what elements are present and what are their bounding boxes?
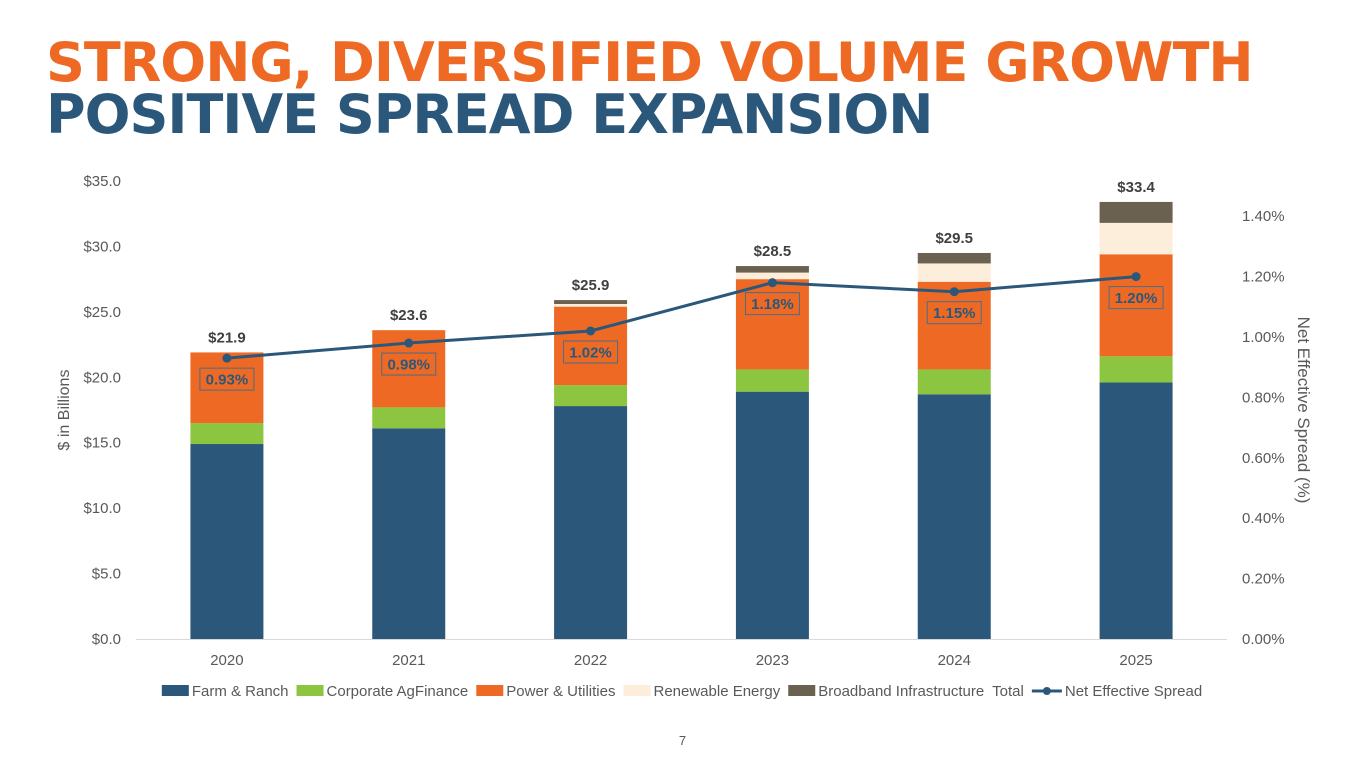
spread-label: 1.20% bbox=[1115, 290, 1158, 307]
x-tick-label: 2023 bbox=[756, 652, 789, 669]
x-tick-label: 2022 bbox=[574, 652, 607, 669]
y2-tick-label: 0.00% bbox=[1242, 631, 1285, 648]
x-tick-label: 2020 bbox=[210, 652, 243, 669]
bar-segment bbox=[917, 263, 991, 282]
y2-tick-label: 1.00% bbox=[1242, 329, 1285, 346]
bar-segment bbox=[554, 306, 628, 386]
y-tick-label: $5.0 bbox=[92, 566, 121, 583]
x-tick-label: 2025 bbox=[1119, 652, 1152, 669]
x-tick-label: 2021 bbox=[392, 652, 425, 669]
y2-tick-label: 1.20% bbox=[1242, 269, 1285, 286]
y-tick-label: $35.0 bbox=[83, 173, 121, 190]
y-tick-label: $0.0 bbox=[92, 631, 121, 648]
bar-segment bbox=[554, 304, 628, 307]
legend-label: Net Effective Spread bbox=[1065, 683, 1202, 700]
x-tick-label: 2024 bbox=[938, 652, 971, 669]
spread-label-box bbox=[744, 292, 800, 316]
bar-segment bbox=[917, 369, 991, 395]
spread-point bbox=[404, 338, 414, 348]
spread-label: 0.93% bbox=[206, 372, 249, 389]
y2-tick-label: 1.40% bbox=[1242, 208, 1285, 225]
spread-label-box bbox=[199, 367, 255, 391]
spread-label-box bbox=[381, 352, 437, 376]
bar-segment bbox=[735, 369, 809, 392]
slide-title-line-1: STRONG, DIVERSIFIED VOLUME GROWTH bbox=[46, 31, 1254, 94]
y-tick-label: $10.0 bbox=[83, 500, 121, 517]
spread-point bbox=[222, 353, 232, 363]
spread-point bbox=[767, 278, 777, 288]
bar-segment bbox=[735, 266, 809, 273]
legend-swatch bbox=[623, 685, 651, 696]
legend-label: Corporate AgFinance bbox=[327, 683, 469, 700]
y2-tick-label: 0.60% bbox=[1242, 450, 1285, 467]
legend-swatch bbox=[788, 685, 816, 696]
y-tick-label: $25.0 bbox=[83, 304, 121, 321]
bar-segment bbox=[372, 428, 446, 639]
y2-tick-label: 0.40% bbox=[1242, 510, 1285, 527]
spread-label: 1.15% bbox=[933, 305, 976, 322]
legend-label: Renewable Energy bbox=[653, 683, 780, 700]
total-label: $28.5 bbox=[754, 243, 792, 260]
y2-tick-label: 0.80% bbox=[1242, 389, 1285, 406]
bar-segment bbox=[917, 252, 991, 264]
legend-label: Farm & Ranch bbox=[192, 683, 289, 700]
total-label: $25.9 bbox=[572, 277, 610, 294]
spread-label-box bbox=[926, 301, 982, 325]
total-label: $21.9 bbox=[208, 329, 246, 346]
total-label: $29.5 bbox=[935, 230, 973, 247]
bar-segment bbox=[554, 385, 628, 407]
y-axis-title: $ in Billions bbox=[56, 370, 73, 451]
legend-label: Broadband Infrastructure bbox=[818, 683, 984, 700]
bar-segment bbox=[554, 300, 628, 305]
bar-segment bbox=[190, 423, 264, 445]
spread-label: 1.02% bbox=[569, 344, 612, 361]
page-number: 7 bbox=[678, 733, 687, 748]
y2-tick-label: 0.20% bbox=[1242, 571, 1285, 588]
legend-line-dot bbox=[1042, 687, 1051, 695]
bar-segment bbox=[190, 352, 264, 424]
bar-segment bbox=[554, 406, 628, 639]
bar-segment bbox=[735, 272, 809, 280]
spread-point bbox=[949, 287, 959, 297]
bar-segment bbox=[1099, 382, 1173, 639]
total-label: $33.4 bbox=[1117, 179, 1155, 196]
y-tick-label: $15.0 bbox=[83, 435, 121, 452]
legend-label: Total bbox=[992, 683, 1024, 700]
bar-segment bbox=[917, 394, 991, 639]
spread-point bbox=[1131, 272, 1141, 282]
y-tick-label: $30.0 bbox=[83, 238, 121, 255]
bar-segment bbox=[1099, 222, 1173, 255]
bar-segment bbox=[1099, 201, 1173, 223]
bar-segment bbox=[735, 279, 809, 370]
spread-line bbox=[226, 275, 1137, 360]
bar-segment bbox=[1099, 356, 1173, 383]
bar-segment bbox=[372, 407, 446, 429]
spread-label-box bbox=[563, 340, 619, 364]
legend-swatch bbox=[296, 685, 324, 696]
bar-segment bbox=[1099, 254, 1173, 357]
y-tick-label: $20.0 bbox=[83, 369, 121, 386]
legend-swatch bbox=[161, 685, 189, 696]
bar-segment bbox=[190, 444, 264, 639]
spread-label-box bbox=[1108, 286, 1164, 310]
slide-title-line-2: POSITIVE SPREAD EXPANSION bbox=[46, 83, 933, 146]
total-label: $23.6 bbox=[390, 307, 428, 324]
spread-label: 0.98% bbox=[387, 357, 430, 374]
bar-segment bbox=[917, 281, 991, 370]
bar-segment bbox=[735, 391, 809, 639]
legend-swatch bbox=[476, 685, 504, 696]
y2-axis-title: Net Effective Spread (%) bbox=[1294, 317, 1313, 504]
spread-label: 1.18% bbox=[751, 296, 794, 313]
legend-label: Power & Utilities bbox=[506, 683, 615, 700]
spread-point bbox=[586, 326, 596, 336]
